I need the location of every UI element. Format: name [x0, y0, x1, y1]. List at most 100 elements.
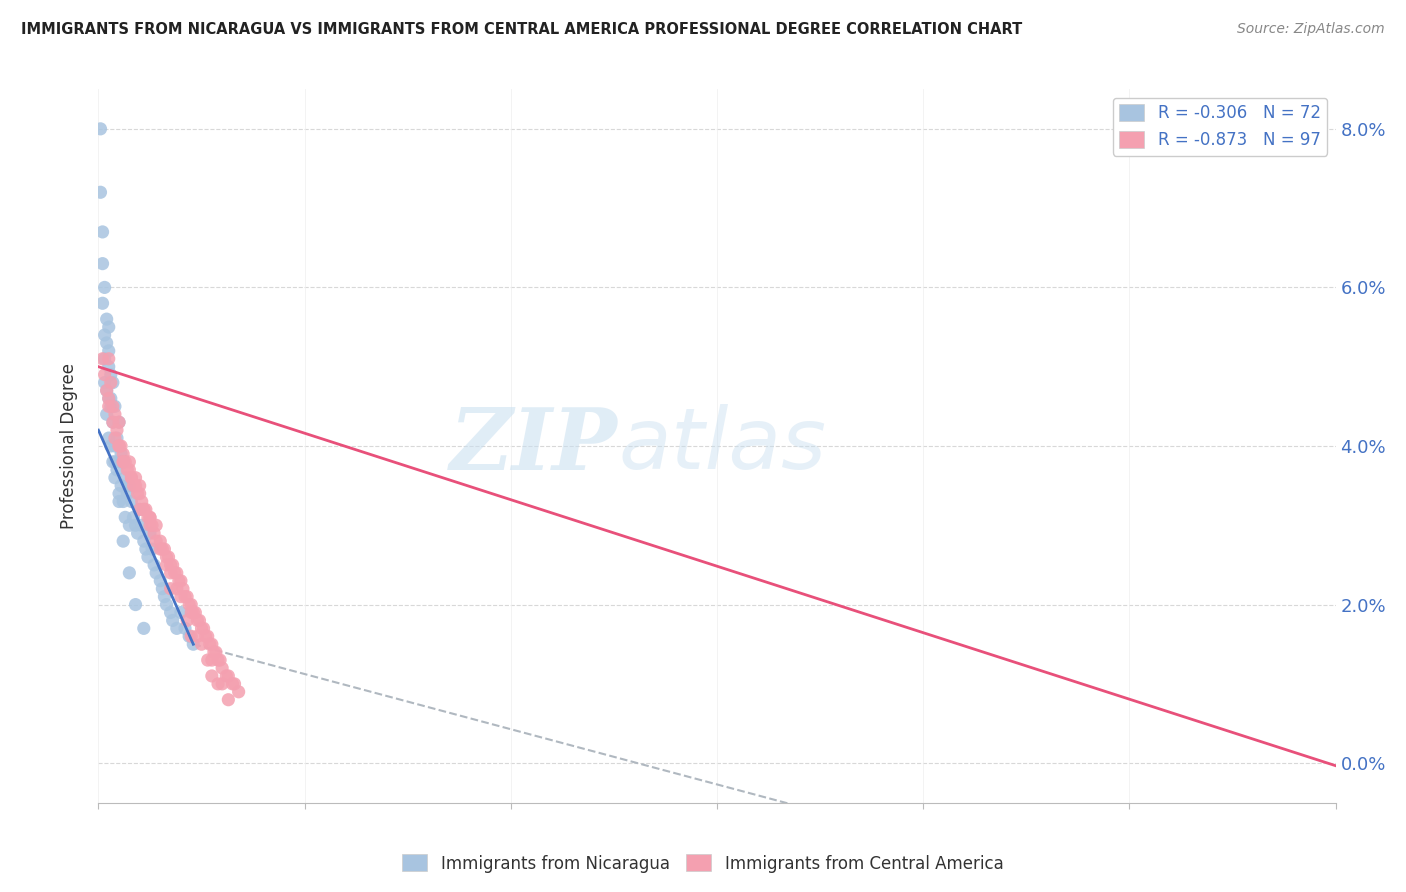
Point — [166, 621, 188, 635]
Point — [96, 384, 118, 398]
Point — [124, 518, 146, 533]
Point — [217, 692, 239, 706]
Point — [89, 121, 111, 136]
Point — [174, 590, 197, 604]
Point — [139, 510, 162, 524]
Point — [112, 447, 135, 461]
Point — [145, 534, 167, 549]
Point — [139, 518, 162, 533]
Point — [180, 629, 202, 643]
Point — [205, 645, 228, 659]
Point — [105, 463, 128, 477]
Text: atlas: atlas — [619, 404, 827, 488]
Point — [201, 637, 224, 651]
Point — [170, 590, 193, 604]
Point — [159, 582, 181, 596]
Point — [110, 439, 132, 453]
Point — [112, 455, 135, 469]
Point — [194, 629, 217, 643]
Point — [118, 455, 141, 469]
Point — [96, 407, 118, 421]
Point — [180, 606, 202, 620]
Point — [149, 534, 172, 549]
Point — [211, 677, 233, 691]
Point — [136, 549, 159, 564]
Point — [100, 400, 122, 414]
Point — [120, 494, 142, 508]
Point — [188, 614, 211, 628]
Point — [105, 423, 128, 437]
Point — [132, 621, 155, 635]
Point — [108, 455, 131, 469]
Point — [176, 614, 198, 628]
Point — [91, 225, 114, 239]
Point — [179, 629, 201, 643]
Point — [135, 502, 157, 516]
Point — [101, 400, 124, 414]
Point — [122, 478, 145, 492]
Point — [155, 558, 177, 572]
Point — [108, 439, 131, 453]
Point — [110, 447, 132, 461]
Point — [184, 606, 207, 620]
Point — [131, 518, 153, 533]
Point — [207, 653, 229, 667]
Point — [128, 502, 150, 516]
Point — [93, 328, 115, 343]
Point — [131, 494, 153, 508]
Text: IMMIGRANTS FROM NICARAGUA VS IMMIGRANTS FROM CENTRAL AMERICA PROFESSIONAL DEGREE: IMMIGRANTS FROM NICARAGUA VS IMMIGRANTS … — [21, 22, 1022, 37]
Point — [150, 582, 173, 596]
Point — [117, 486, 139, 500]
Point — [112, 455, 135, 469]
Point — [128, 486, 150, 500]
Point — [135, 542, 157, 557]
Point — [101, 415, 124, 429]
Point — [97, 400, 120, 414]
Point — [176, 590, 198, 604]
Point — [190, 621, 212, 635]
Point — [180, 598, 202, 612]
Point — [143, 526, 166, 541]
Point — [139, 526, 162, 541]
Point — [167, 574, 190, 588]
Point — [97, 343, 120, 358]
Point — [91, 351, 114, 366]
Point — [104, 471, 127, 485]
Point — [174, 621, 197, 635]
Point — [114, 510, 136, 524]
Point — [162, 558, 184, 572]
Point — [118, 478, 141, 492]
Point — [100, 439, 122, 453]
Point — [143, 558, 166, 572]
Point — [110, 478, 132, 492]
Point — [159, 566, 181, 580]
Point — [181, 637, 204, 651]
Point — [186, 614, 208, 628]
Point — [132, 502, 155, 516]
Point — [153, 590, 176, 604]
Point — [93, 280, 115, 294]
Point — [128, 478, 150, 492]
Point — [93, 368, 115, 382]
Point — [166, 566, 188, 580]
Point — [96, 312, 118, 326]
Point — [159, 558, 181, 572]
Point — [211, 661, 233, 675]
Point — [96, 384, 118, 398]
Point — [104, 431, 127, 445]
Point — [201, 653, 224, 667]
Point — [97, 320, 120, 334]
Point — [172, 582, 194, 596]
Point — [104, 400, 127, 414]
Point — [112, 534, 135, 549]
Point — [124, 598, 146, 612]
Point — [145, 518, 167, 533]
Point — [112, 455, 135, 469]
Point — [145, 566, 167, 580]
Legend: R = -0.306   N = 72, R = -0.873   N = 97: R = -0.306 N = 72, R = -0.873 N = 97 — [1112, 97, 1327, 155]
Point — [124, 471, 146, 485]
Point — [97, 431, 120, 445]
Point — [91, 257, 114, 271]
Point — [108, 494, 131, 508]
Point — [141, 518, 163, 533]
